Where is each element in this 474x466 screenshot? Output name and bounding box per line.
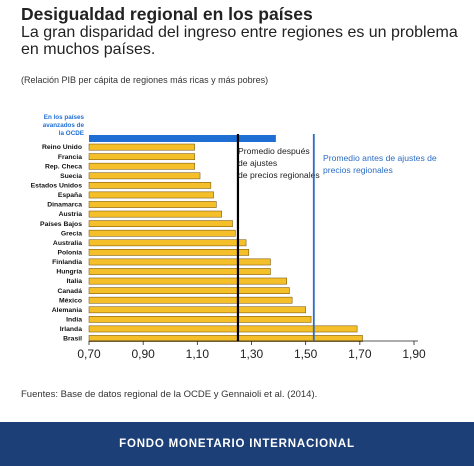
category-label-4: Suecia: [60, 173, 82, 180]
category-label-10: Grecia: [61, 230, 82, 237]
category-label-15: Italia: [67, 278, 83, 285]
bar-chart: En los países avanzados de la OCDE Reino Un…: [31, 114, 437, 361]
bar-1: [88, 143, 195, 151]
x-tick-label-5: 1,70: [348, 347, 372, 361]
bar-7: [88, 201, 217, 208]
bar-21: [88, 335, 363, 342]
category-label-5: Estados Unidos: [31, 182, 83, 189]
category-label-9: Países Bajos: [40, 221, 82, 228]
x-tick-label-0: 0,70: [77, 347, 101, 361]
x-tick-label-3: 1,30: [240, 347, 264, 361]
bar-2: [88, 153, 195, 161]
chart-title: Desigualdad regional en los países: [21, 4, 313, 24]
category-label-13: Finlandia: [52, 259, 82, 266]
category-label-3: Rep. Checa: [45, 163, 82, 170]
category-label-11: Australia: [53, 240, 82, 247]
bar-15: [88, 277, 287, 285]
category-label-20: Irlanda: [60, 326, 83, 333]
bar-9: [88, 220, 233, 228]
bar-6: [88, 191, 214, 199]
category-label-8: Austria: [59, 211, 83, 218]
bar-10: [88, 229, 236, 237]
reference-line-label-1: Promedio antes de ajustes de precios regi…: [323, 153, 437, 175]
reference-line-label-0: Promedio después de ajustes de precios reg…: [238, 146, 320, 180]
category-label-21: Brasil: [63, 336, 82, 343]
chart-subtitle: La gran disparidad del ingreso entre reg…: [21, 24, 458, 58]
bar-5: [88, 182, 212, 189]
footer-label: FONDO MONETARIO INTERNACIONAL: [119, 438, 355, 450]
source-note: Fuentes: Base de datos regional de la OC…: [21, 389, 318, 400]
bar-17: [88, 296, 293, 304]
bar-12: [88, 249, 250, 256]
category-label-2: Francia: [58, 154, 82, 161]
x-tick-label-1: 0,90: [131, 347, 155, 361]
bar-8: [88, 210, 222, 218]
category-label-18: Alemania: [52, 307, 82, 314]
category-label-19: India: [66, 316, 82, 323]
bar-16: [88, 287, 290, 294]
bar-4: [88, 172, 201, 180]
bar-0: [89, 135, 276, 142]
x-tick-label-6: 1,90: [402, 347, 426, 361]
bar-19: [88, 316, 312, 323]
category-label-12: Polonia: [57, 249, 82, 256]
category-label-7: Dinamarca: [47, 202, 82, 209]
category-label-14: Hungría: [56, 269, 82, 276]
bar-11: [88, 239, 247, 247]
chart-note: (Relación PIB per cápita de regiones más…: [21, 75, 269, 85]
category-label-0: En los países avanzados de la OCDE: [43, 114, 85, 137]
category-label-6: España: [58, 192, 82, 199]
x-tick-label-2: 1,10: [186, 347, 210, 361]
category-label-17: México: [59, 297, 82, 304]
bar-13: [88, 258, 271, 266]
footer-banner: FONDO MONETARIO INTERNACIONAL: [0, 422, 474, 466]
bar-20: [88, 325, 358, 333]
bar-14: [88, 268, 271, 275]
category-label-16: Canadá: [57, 288, 82, 295]
category-label-1: Reino Unido: [42, 144, 82, 151]
x-tick-label-4: 1,50: [294, 347, 318, 361]
bar-3: [88, 162, 195, 170]
bar-18: [88, 306, 306, 314]
